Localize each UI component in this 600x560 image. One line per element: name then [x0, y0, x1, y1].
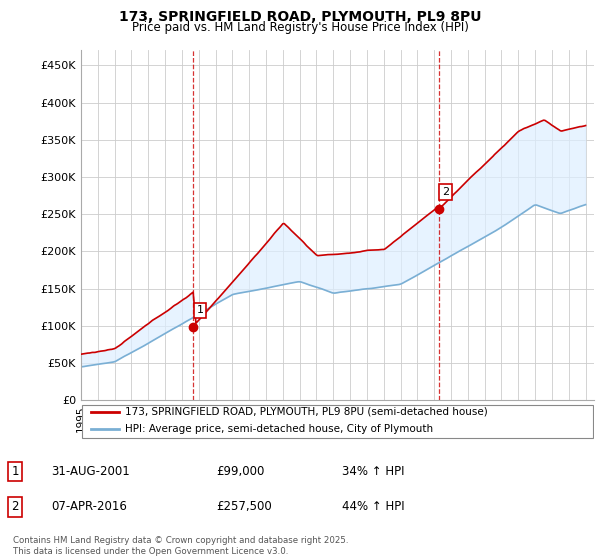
Text: 173, SPRINGFIELD ROAD, PLYMOUTH, PL9 8PU: 173, SPRINGFIELD ROAD, PLYMOUTH, PL9 8PU [119, 10, 481, 24]
Text: 173, SPRINGFIELD ROAD, PLYMOUTH, PL9 8PU (semi-detached house): 173, SPRINGFIELD ROAD, PLYMOUTH, PL9 8PU… [125, 407, 487, 417]
Text: 31-AUG-2001: 31-AUG-2001 [51, 465, 130, 478]
Text: 44% ↑ HPI: 44% ↑ HPI [342, 500, 404, 514]
Text: Contains HM Land Registry data © Crown copyright and database right 2025.
This d: Contains HM Land Registry data © Crown c… [13, 536, 349, 556]
Text: £257,500: £257,500 [216, 500, 272, 514]
Text: £99,000: £99,000 [216, 465, 265, 478]
Text: 1: 1 [196, 305, 203, 315]
FancyBboxPatch shape [82, 405, 593, 438]
Text: 07-APR-2016: 07-APR-2016 [51, 500, 127, 514]
Text: Price paid vs. HM Land Registry's House Price Index (HPI): Price paid vs. HM Land Registry's House … [131, 21, 469, 34]
Text: 2: 2 [442, 187, 449, 197]
Text: 2: 2 [11, 500, 19, 514]
Text: HPI: Average price, semi-detached house, City of Plymouth: HPI: Average price, semi-detached house,… [125, 424, 433, 435]
Text: 1: 1 [11, 465, 19, 478]
Text: 34% ↑ HPI: 34% ↑ HPI [342, 465, 404, 478]
